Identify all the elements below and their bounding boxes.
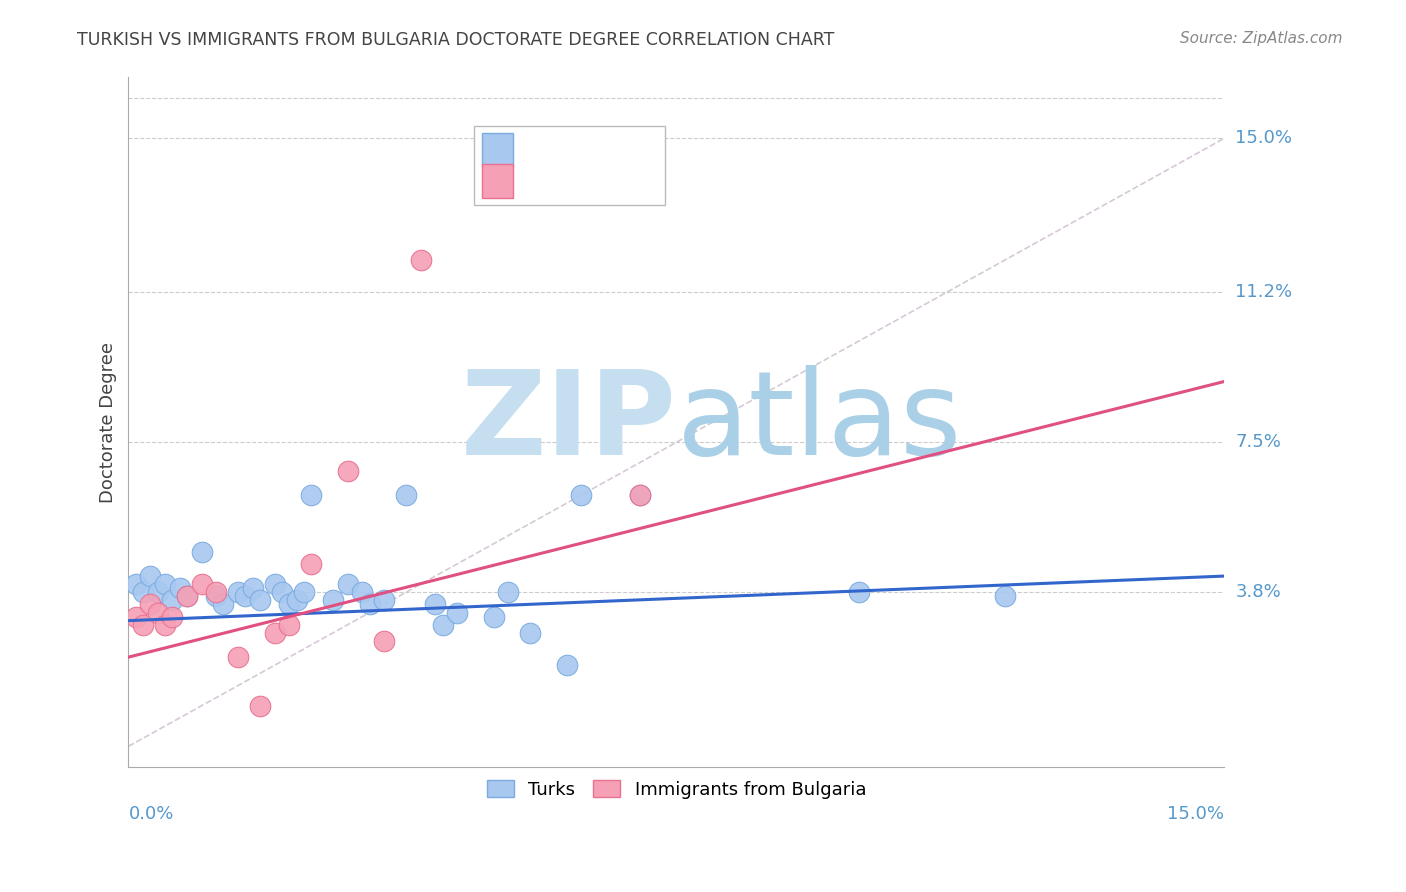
Text: R =: R = xyxy=(524,141,560,159)
Text: 11.2%: 11.2% xyxy=(1236,284,1292,301)
Point xyxy=(994,590,1017,604)
Point xyxy=(292,585,315,599)
Point xyxy=(352,585,374,599)
Text: atlas: atlas xyxy=(676,365,962,480)
Point xyxy=(132,617,155,632)
Point xyxy=(571,488,593,502)
Text: 15.0%: 15.0% xyxy=(1236,129,1292,147)
Text: 15.0%: 15.0% xyxy=(1167,805,1225,823)
Point xyxy=(153,617,176,632)
Point xyxy=(519,625,541,640)
Text: 0.537: 0.537 xyxy=(555,172,602,190)
Point xyxy=(205,590,228,604)
Point xyxy=(278,617,301,632)
Point xyxy=(212,598,235,612)
Point xyxy=(162,593,184,607)
Point xyxy=(409,252,432,267)
Point xyxy=(153,577,176,591)
Point xyxy=(848,585,870,599)
Point xyxy=(249,698,271,713)
Text: ZIP: ZIP xyxy=(460,365,676,480)
Text: R =: R = xyxy=(524,172,560,190)
Point xyxy=(285,593,308,607)
FancyBboxPatch shape xyxy=(474,126,665,205)
Point xyxy=(373,634,395,648)
Text: 3.8%: 3.8% xyxy=(1236,583,1281,601)
Point xyxy=(132,585,155,599)
Point xyxy=(299,557,322,571)
Point xyxy=(139,569,162,583)
Text: N =: N = xyxy=(606,141,654,159)
Point xyxy=(242,581,264,595)
Point xyxy=(359,598,381,612)
Point xyxy=(235,590,257,604)
Bar xyxy=(482,133,513,167)
Point xyxy=(270,585,292,599)
Point xyxy=(446,606,468,620)
Point xyxy=(322,593,344,607)
Point xyxy=(498,585,520,599)
Point xyxy=(205,585,228,599)
Point xyxy=(146,606,169,620)
Point xyxy=(190,577,212,591)
Text: 0.137: 0.137 xyxy=(555,141,602,159)
Point xyxy=(169,581,191,595)
Text: 18: 18 xyxy=(643,172,664,190)
Point xyxy=(395,488,418,502)
Point xyxy=(628,488,651,502)
Point xyxy=(176,590,198,604)
Point xyxy=(146,585,169,599)
Point xyxy=(432,617,454,632)
Point xyxy=(555,658,578,673)
Point xyxy=(336,464,359,478)
Point xyxy=(125,577,148,591)
Point xyxy=(226,650,249,665)
Point xyxy=(249,593,271,607)
Y-axis label: Doctorate Degree: Doctorate Degree xyxy=(100,342,117,502)
Point xyxy=(482,609,505,624)
Text: TURKISH VS IMMIGRANTS FROM BULGARIA DOCTORATE DEGREE CORRELATION CHART: TURKISH VS IMMIGRANTS FROM BULGARIA DOCT… xyxy=(77,31,835,49)
Legend: Turks, Immigrants from Bulgaria: Turks, Immigrants from Bulgaria xyxy=(479,772,873,805)
Text: N =: N = xyxy=(606,172,654,190)
Point xyxy=(190,545,212,559)
Point xyxy=(263,625,285,640)
Text: Source: ZipAtlas.com: Source: ZipAtlas.com xyxy=(1180,31,1343,46)
Text: 38: 38 xyxy=(643,141,664,159)
Point xyxy=(373,593,395,607)
Point xyxy=(628,488,651,502)
Point xyxy=(125,609,148,624)
Point xyxy=(226,585,249,599)
Point xyxy=(336,577,359,591)
Point xyxy=(263,577,285,591)
Point xyxy=(176,590,198,604)
Point xyxy=(139,598,162,612)
Text: 0.0%: 0.0% xyxy=(128,805,174,823)
Point xyxy=(162,609,184,624)
Text: 7.5%: 7.5% xyxy=(1236,434,1281,451)
Bar xyxy=(482,163,513,198)
Point xyxy=(278,598,301,612)
Point xyxy=(425,598,447,612)
Point xyxy=(299,488,322,502)
